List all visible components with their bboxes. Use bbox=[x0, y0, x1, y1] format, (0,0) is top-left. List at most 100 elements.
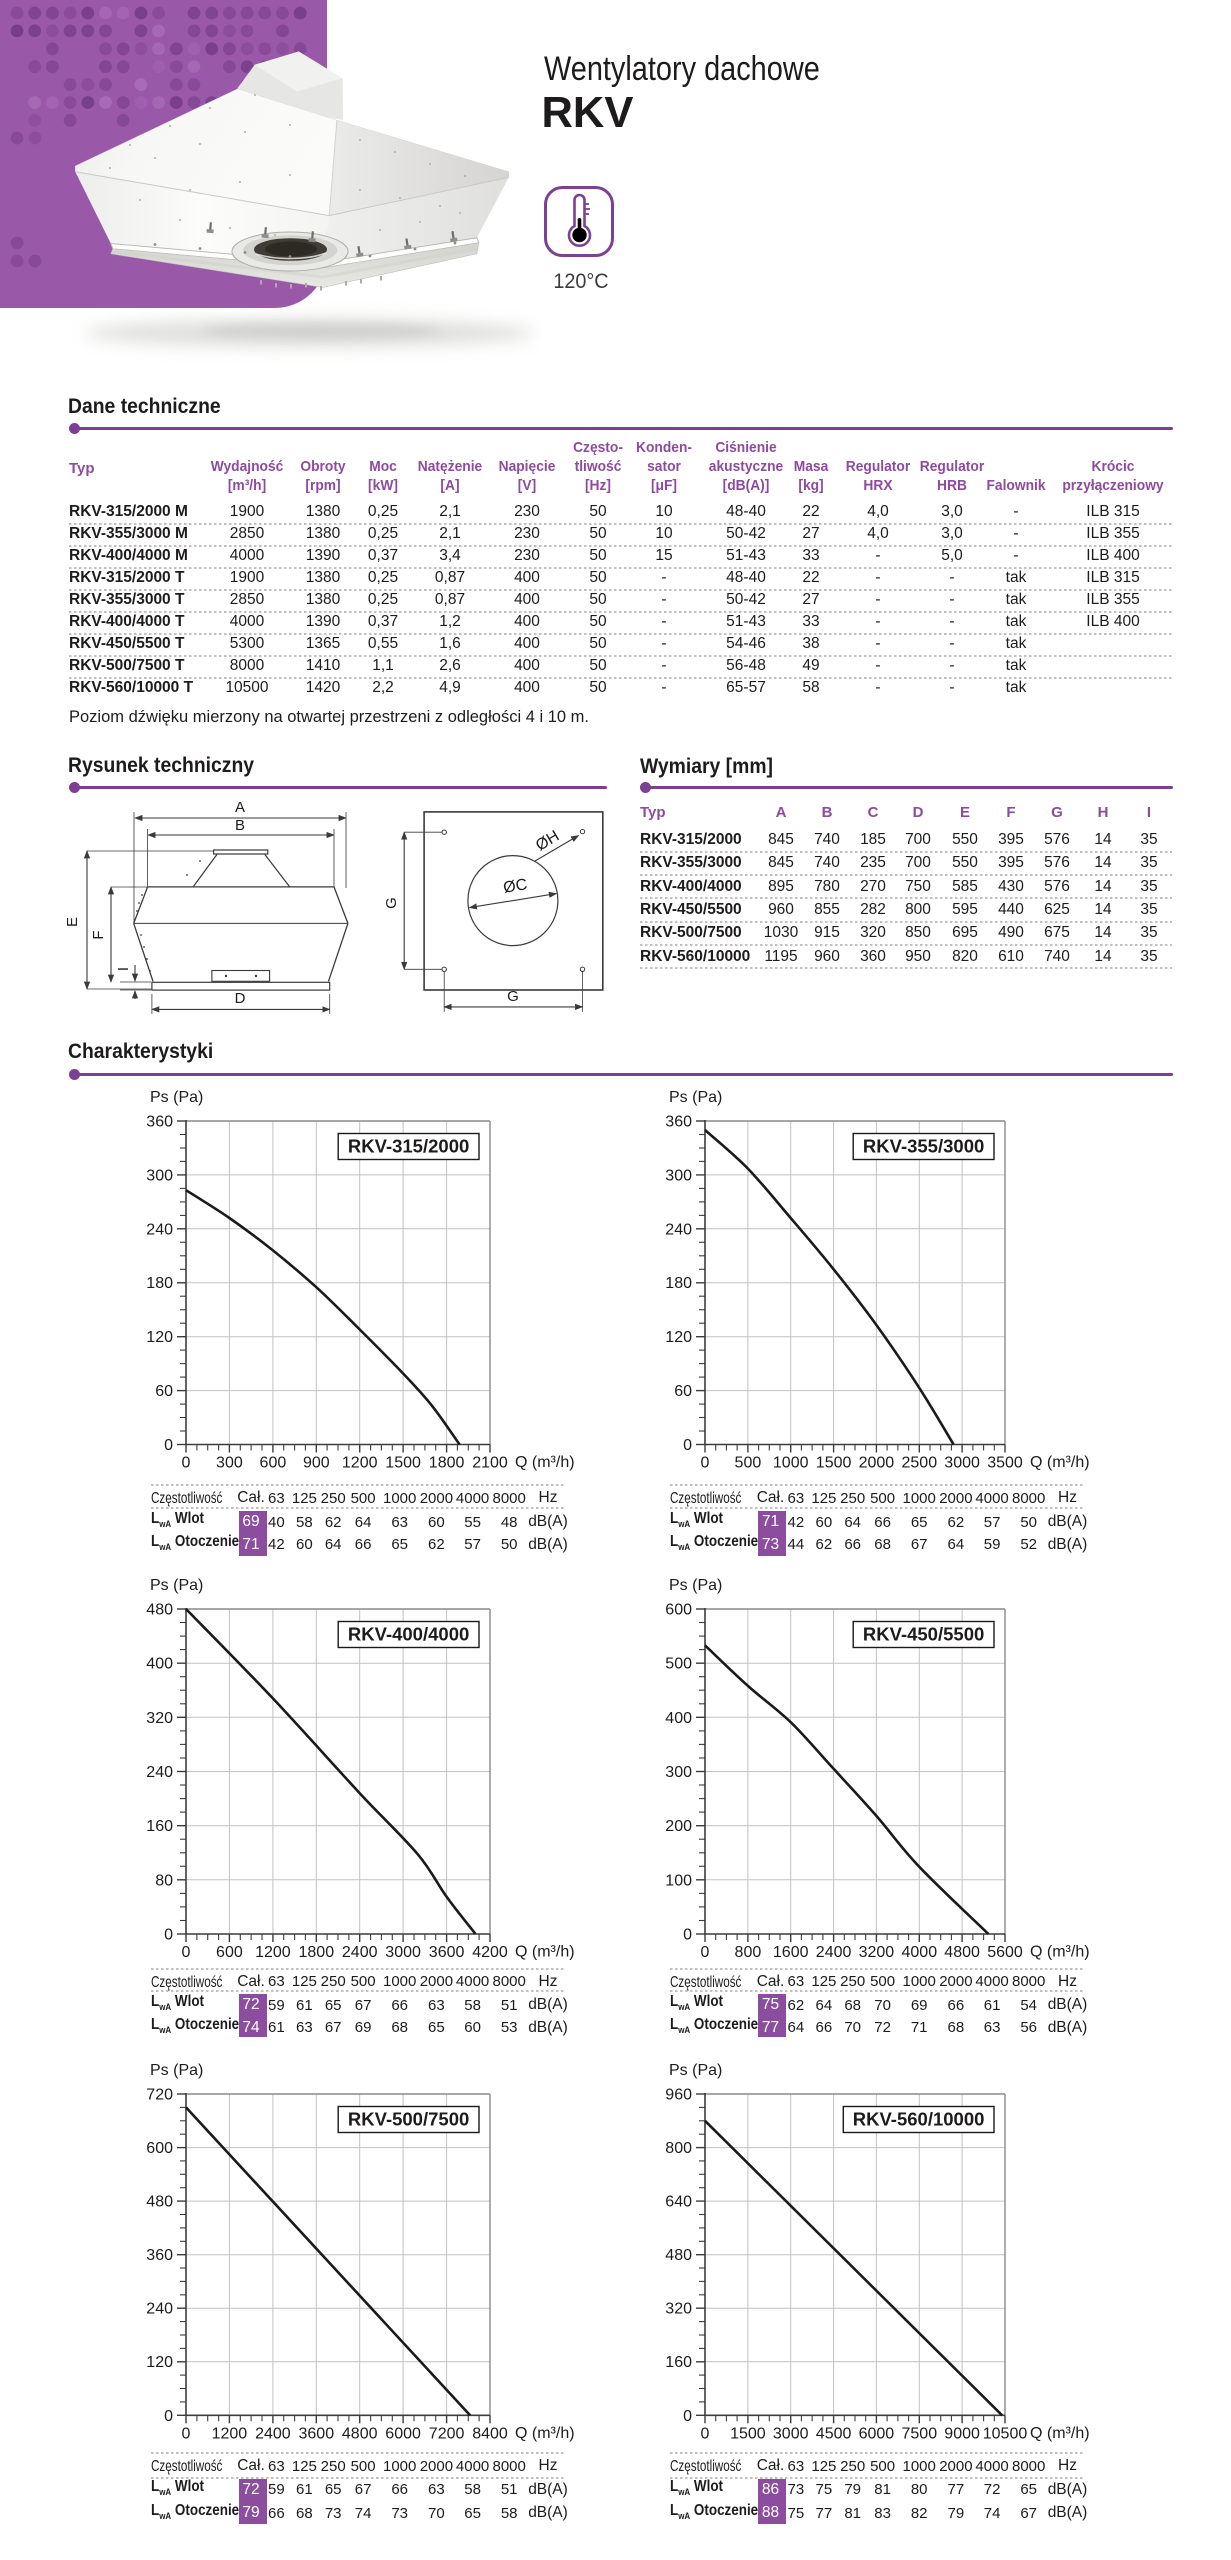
svg-text:960: 960 bbox=[665, 2087, 692, 2104]
svg-text:4000: 4000 bbox=[902, 1944, 938, 1961]
svg-text:7200: 7200 bbox=[428, 2425, 464, 2442]
svg-text:600: 600 bbox=[216, 1944, 243, 1961]
svg-text:G: G bbox=[383, 897, 400, 909]
svg-text:300: 300 bbox=[665, 1167, 692, 1184]
svg-text:160: 160 bbox=[665, 2354, 692, 2371]
svg-text:RKV-315/2000: RKV-315/2000 bbox=[347, 1135, 468, 1156]
svg-text:Ps (Pa): Ps (Pa) bbox=[669, 1089, 722, 1106]
svg-text:600: 600 bbox=[146, 2140, 173, 2157]
svg-text:800: 800 bbox=[665, 2140, 692, 2157]
svg-text:2100: 2100 bbox=[472, 1454, 508, 1471]
svg-text:360: 360 bbox=[146, 1113, 173, 1130]
svg-text:1800: 1800 bbox=[298, 1944, 334, 1961]
svg-text:0: 0 bbox=[164, 1926, 173, 1943]
svg-text:G: G bbox=[507, 988, 519, 1005]
svg-text:360: 360 bbox=[665, 1113, 692, 1130]
svg-text:2000: 2000 bbox=[859, 1454, 895, 1471]
svg-text:1000: 1000 bbox=[773, 1454, 809, 1471]
svg-text:Ps (Pa): Ps (Pa) bbox=[150, 2062, 203, 2079]
svg-text:2500: 2500 bbox=[902, 1454, 938, 1471]
svg-text:0: 0 bbox=[164, 2408, 173, 2425]
svg-text:6000: 6000 bbox=[385, 2425, 421, 2442]
svg-text:80: 80 bbox=[155, 1872, 173, 1889]
svg-text:F: F bbox=[90, 930, 107, 939]
svg-text:100: 100 bbox=[665, 1872, 692, 1889]
svg-text:200: 200 bbox=[665, 1818, 692, 1835]
svg-text:0: 0 bbox=[701, 1944, 710, 1961]
svg-text:240: 240 bbox=[146, 1221, 173, 1238]
svg-text:RKV-450/5500: RKV-450/5500 bbox=[863, 1623, 984, 1644]
svg-text:0: 0 bbox=[181, 2425, 190, 2442]
svg-text:1200: 1200 bbox=[341, 1454, 377, 1471]
svg-text:0: 0 bbox=[181, 1944, 190, 1961]
svg-text:1200: 1200 bbox=[255, 1944, 291, 1961]
svg-text:3500: 3500 bbox=[987, 1454, 1023, 1471]
svg-text:Q (m³/h): Q (m³/h) bbox=[1030, 1454, 1090, 1471]
svg-text:600: 600 bbox=[665, 1601, 692, 1618]
svg-text:500: 500 bbox=[665, 1655, 692, 1672]
svg-text:240: 240 bbox=[665, 1221, 692, 1238]
svg-text:900: 900 bbox=[302, 1454, 329, 1471]
svg-text:1500: 1500 bbox=[385, 1454, 421, 1471]
svg-text:RKV-355/3000: RKV-355/3000 bbox=[863, 1135, 984, 1156]
svg-text:1200: 1200 bbox=[211, 2425, 247, 2442]
svg-text:400: 400 bbox=[146, 1655, 173, 1672]
svg-text:4800: 4800 bbox=[341, 2425, 377, 2442]
svg-text:RKV-400/4000: RKV-400/4000 bbox=[347, 1623, 468, 1644]
svg-text:RKV-500/7500: RKV-500/7500 bbox=[347, 2109, 468, 2130]
svg-text:2400: 2400 bbox=[255, 2425, 291, 2442]
svg-text:Q (m³/h): Q (m³/h) bbox=[515, 1943, 575, 1960]
svg-text:Ps (Pa): Ps (Pa) bbox=[669, 1577, 722, 1594]
svg-text:3600: 3600 bbox=[298, 2425, 334, 2442]
svg-text:600: 600 bbox=[259, 1454, 286, 1471]
svg-text:D: D bbox=[235, 990, 246, 1007]
svg-text:60: 60 bbox=[155, 1383, 173, 1400]
svg-text:480: 480 bbox=[146, 1601, 173, 1618]
svg-text:480: 480 bbox=[665, 2247, 692, 2264]
svg-text:800: 800 bbox=[735, 1944, 762, 1961]
svg-text:Ps (Pa): Ps (Pa) bbox=[669, 2062, 722, 2079]
svg-text:5600: 5600 bbox=[987, 1944, 1023, 1961]
svg-text:0: 0 bbox=[701, 1454, 710, 1471]
svg-text:120: 120 bbox=[146, 2354, 173, 2371]
svg-text:3200: 3200 bbox=[859, 1944, 895, 1961]
svg-text:Q (m³/h): Q (m³/h) bbox=[1030, 1943, 1090, 1960]
svg-text:320: 320 bbox=[146, 1709, 173, 1726]
svg-text:2400: 2400 bbox=[816, 1944, 852, 1961]
svg-text:1800: 1800 bbox=[428, 1454, 464, 1471]
svg-text:3000: 3000 bbox=[385, 1944, 421, 1961]
svg-text:120: 120 bbox=[665, 1329, 692, 1346]
svg-text:Ps (Pa): Ps (Pa) bbox=[150, 1577, 203, 1594]
svg-text:1500: 1500 bbox=[816, 1454, 852, 1471]
svg-text:ØH: ØH bbox=[533, 828, 562, 855]
svg-text:Q (m³/h): Q (m³/h) bbox=[515, 2425, 575, 2442]
svg-text:0: 0 bbox=[181, 1454, 190, 1471]
svg-text:60: 60 bbox=[674, 1383, 692, 1400]
svg-text:0: 0 bbox=[701, 2425, 710, 2442]
svg-text:160: 160 bbox=[146, 1818, 173, 1835]
svg-text:640: 640 bbox=[665, 2194, 692, 2211]
svg-text:Q (m³/h): Q (m³/h) bbox=[515, 1454, 575, 1471]
svg-text:1500: 1500 bbox=[730, 2425, 766, 2442]
svg-text:7500: 7500 bbox=[902, 2425, 938, 2442]
svg-text:180: 180 bbox=[665, 1275, 692, 1292]
svg-text:4200: 4200 bbox=[472, 1944, 508, 1961]
svg-text:180: 180 bbox=[146, 1275, 173, 1292]
svg-text:I: I bbox=[115, 967, 132, 971]
svg-text:3000: 3000 bbox=[944, 1454, 980, 1471]
svg-text:4800: 4800 bbox=[944, 1944, 980, 1961]
svg-text:360: 360 bbox=[146, 2247, 173, 2264]
svg-text:120: 120 bbox=[146, 1329, 173, 1346]
svg-text:Ps (Pa): Ps (Pa) bbox=[150, 1089, 203, 1106]
svg-text:480: 480 bbox=[146, 2194, 173, 2211]
svg-text:2400: 2400 bbox=[341, 1944, 377, 1961]
svg-text:240: 240 bbox=[146, 1764, 173, 1781]
svg-text:6000: 6000 bbox=[859, 2425, 895, 2442]
svg-text:240: 240 bbox=[146, 2301, 173, 2318]
svg-text:3600: 3600 bbox=[428, 1944, 464, 1961]
svg-text:500: 500 bbox=[735, 1454, 762, 1471]
svg-text:1600: 1600 bbox=[773, 1944, 809, 1961]
svg-text:320: 320 bbox=[665, 2301, 692, 2318]
svg-text:0: 0 bbox=[683, 2408, 692, 2425]
svg-text:0: 0 bbox=[164, 1437, 173, 1454]
